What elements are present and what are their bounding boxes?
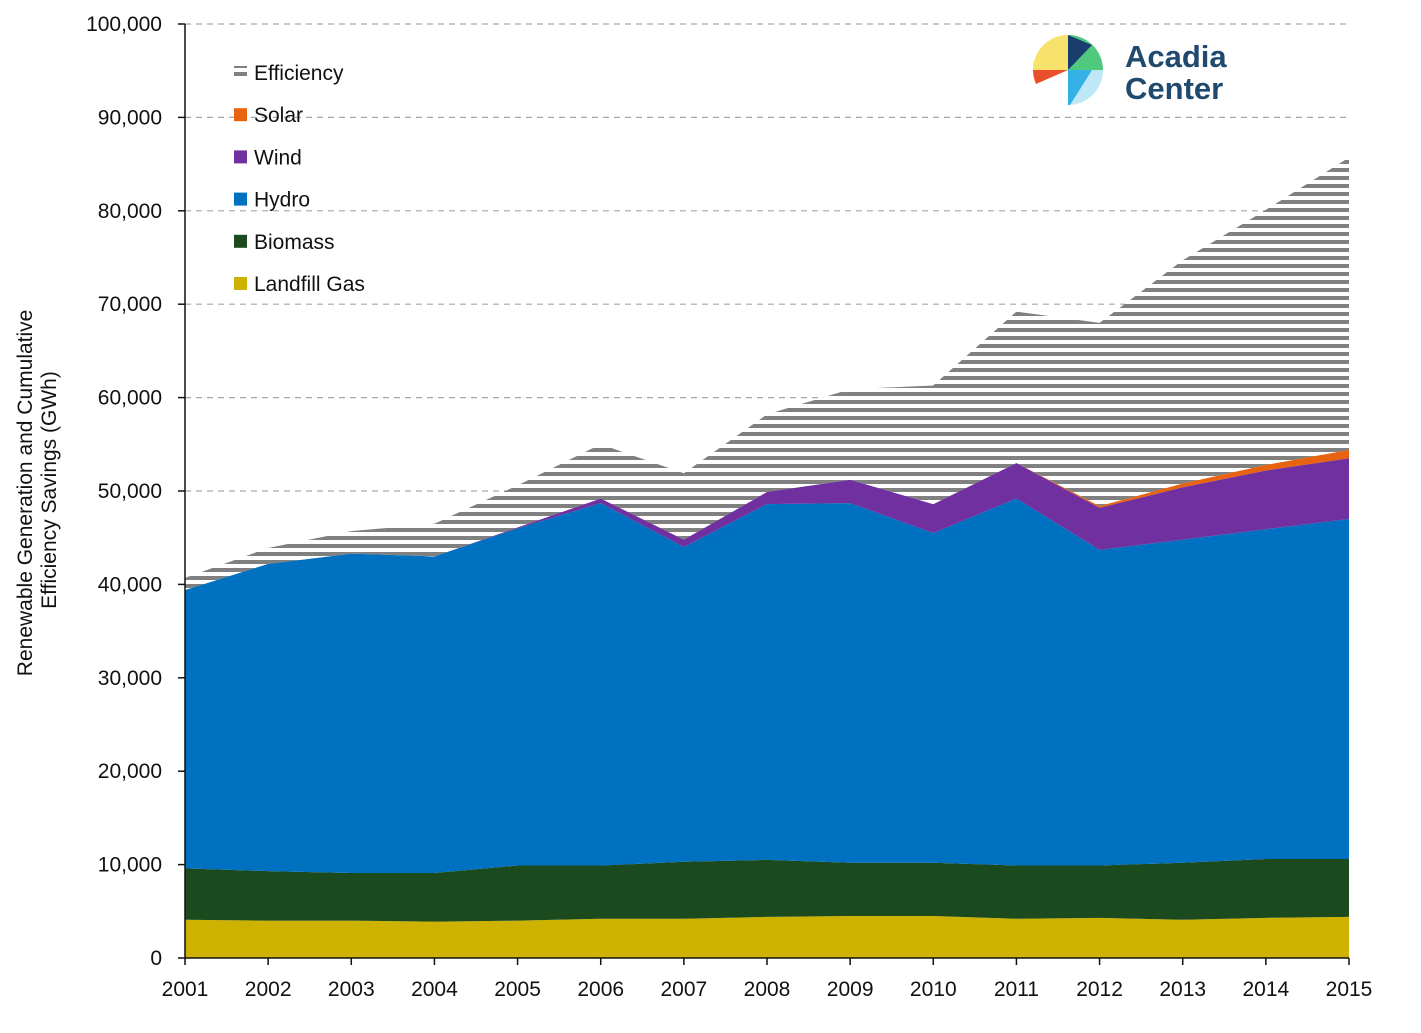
x-tick-label: 2002 bbox=[245, 978, 292, 1001]
legend-label-biomass: Biomass bbox=[254, 231, 335, 254]
area-solar bbox=[185, 449, 1349, 591]
y-tick-label: 90,000 bbox=[98, 106, 162, 129]
legend-swatch-hydro bbox=[234, 192, 247, 206]
legend-item-landfill-gas: Landfill Gas bbox=[234, 273, 365, 296]
x-tick-label: 2014 bbox=[1242, 978, 1289, 1001]
x-tick-label: 2004 bbox=[411, 978, 458, 1001]
area-hydro bbox=[185, 498, 1349, 874]
legend-label-efficiency: Efficiency bbox=[254, 62, 344, 85]
acadia-center-logo: Acadia Center bbox=[1033, 35, 1227, 106]
x-tick-label: 2015 bbox=[1326, 978, 1373, 1001]
legend-swatch-landfill-gas bbox=[234, 277, 247, 290]
legend-swatch-efficiency bbox=[234, 66, 247, 79]
y-tick-label: 40,000 bbox=[98, 573, 162, 596]
axes bbox=[178, 23, 1350, 965]
y-tick-label: 70,000 bbox=[98, 293, 162, 316]
y-axis-title-line-1: Renewable Generation and Cumulative bbox=[14, 310, 37, 677]
x-tick-label: 2010 bbox=[910, 978, 957, 1001]
x-tick-label: 2005 bbox=[494, 978, 541, 1001]
y-tick-label: 80,000 bbox=[98, 200, 162, 223]
x-tick-label: 2009 bbox=[827, 978, 874, 1001]
y-tick-label: 50,000 bbox=[98, 480, 162, 503]
legend-swatch-wind bbox=[234, 150, 247, 164]
x-tick-label: 2012 bbox=[1076, 978, 1123, 1001]
legend-item-solar: Solar bbox=[234, 104, 303, 127]
legend: Efficiency Solar Wind Hydro Biomass Landfill … bbox=[234, 62, 365, 296]
legend-swatch-solar bbox=[234, 108, 247, 122]
legend-label-wind: Wind bbox=[254, 146, 302, 169]
x-tick-label: 2007 bbox=[660, 978, 707, 1001]
y-tick-label: 30,000 bbox=[98, 667, 162, 690]
area-series-group bbox=[185, 157, 1349, 958]
legend-label-solar: Solar bbox=[254, 104, 303, 127]
y-axis-title: Renewable Generation and Cumulative Effi… bbox=[14, 304, 61, 676]
x-tick-labels: 2001 2002 2003 2004 2005 2006 2007 2008 2009 2010… bbox=[162, 978, 1373, 1001]
area-landfill-gas bbox=[185, 915, 1349, 958]
y-axis-title-line-2: Efficiency Savings (GWh) bbox=[38, 371, 61, 609]
x-tick-label: 2008 bbox=[744, 978, 791, 1001]
x-tick-label: 2011 bbox=[994, 978, 1039, 1001]
legend-item-wind: Wind bbox=[234, 146, 302, 169]
x-tick-label: 2013 bbox=[1159, 978, 1206, 1001]
legend-label-landfill-gas: Landfill Gas bbox=[254, 273, 365, 296]
x-tick-label: 2001 bbox=[162, 978, 209, 1001]
y-tick-label: 100,000 bbox=[86, 13, 162, 36]
y-tick-labels: 0 10,000 20,000 30,000 40,000 50,000 60,000 70,… bbox=[86, 13, 162, 970]
y-tick-label: 60,000 bbox=[98, 387, 162, 410]
logo-text-line-2: Center bbox=[1125, 71, 1223, 106]
area-wind bbox=[185, 458, 1349, 591]
area-efficiency bbox=[185, 157, 1349, 591]
area-biomass bbox=[185, 858, 1349, 922]
logo-text-line-1: Acadia bbox=[1125, 39, 1227, 74]
legend-label-hydro: Hydro bbox=[254, 189, 310, 212]
legend-item-efficiency: Efficiency bbox=[234, 62, 344, 85]
y-tick-label: 10,000 bbox=[98, 854, 162, 877]
y-tick-label: 0 bbox=[150, 947, 162, 970]
logo-mark-icon bbox=[1033, 35, 1103, 105]
legend-swatch-biomass bbox=[234, 234, 247, 248]
legend-item-hydro: Hydro bbox=[234, 189, 310, 212]
x-tick-label: 2006 bbox=[577, 978, 624, 1001]
x-tick-label: 2003 bbox=[328, 978, 375, 1001]
y-tick-label: 20,000 bbox=[98, 760, 162, 783]
legend-item-biomass: Biomass bbox=[234, 231, 335, 254]
